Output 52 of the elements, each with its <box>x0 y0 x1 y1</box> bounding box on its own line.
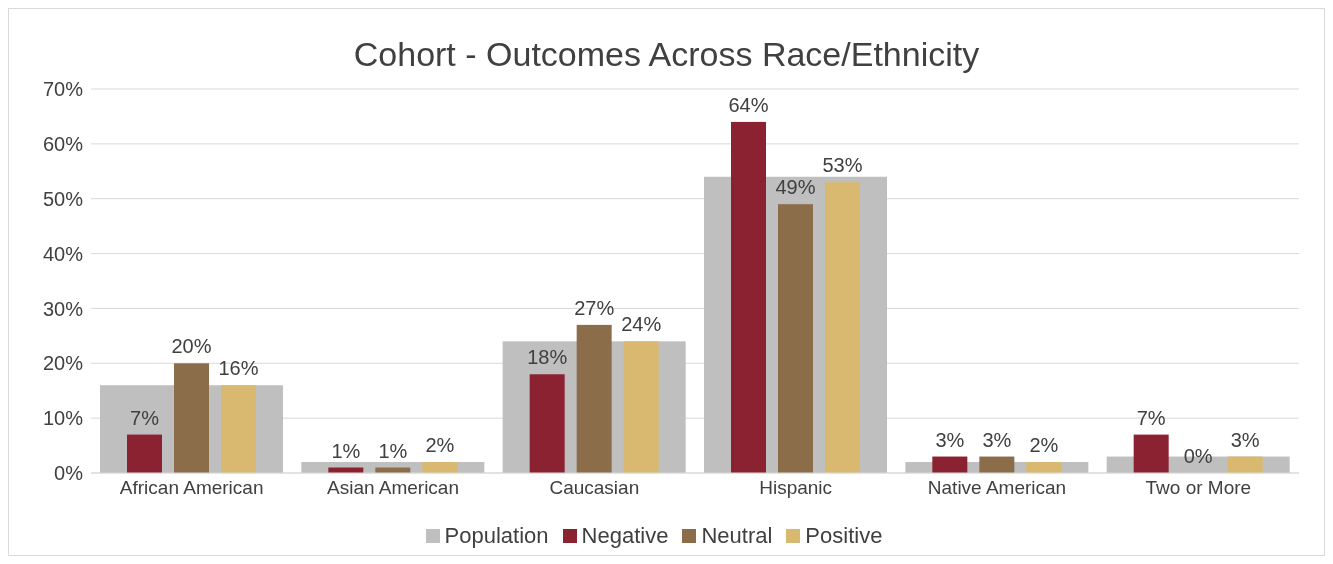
data-label: 24% <box>621 313 662 336</box>
y-tick-label: 20% <box>42 352 84 375</box>
x-tick-label: Hispanic <box>759 477 833 499</box>
x-tick-label: Two or More <box>1145 477 1252 499</box>
y-tick-label: 0% <box>54 462 84 485</box>
x-tick-label: Asian American <box>326 477 460 499</box>
legend-label: Population <box>443 523 549 549</box>
bar <box>1026 462 1062 473</box>
data-label: 3% <box>935 428 965 451</box>
y-tick-label: 50% <box>42 187 84 210</box>
bar <box>174 363 209 473</box>
bar <box>422 462 458 473</box>
bar <box>825 182 860 473</box>
data-label: 2% <box>425 434 455 457</box>
data-label: 2% <box>1029 434 1059 457</box>
data-label: 7% <box>130 406 160 429</box>
bar <box>221 385 256 473</box>
chart-title: Cohort - Outcomes Across Race/Ethnicity <box>352 35 981 75</box>
bar <box>731 121 766 473</box>
legend-label: Positive <box>804 523 883 549</box>
y-tick-label: 40% <box>42 242 84 265</box>
x-tick-label: Native American <box>927 477 1067 499</box>
y-tick-label: 30% <box>42 297 84 320</box>
data-label: 16% <box>218 357 259 380</box>
x-tick-label: African American <box>119 477 264 499</box>
y-tick-label: 10% <box>42 407 84 430</box>
data-label: 53% <box>822 154 863 177</box>
y-tick-label: 70% <box>42 78 84 101</box>
data-label: 64% <box>728 93 769 116</box>
bar <box>127 434 162 473</box>
bar <box>932 456 968 473</box>
data-label: 7% <box>1136 406 1166 429</box>
data-label: 18% <box>527 346 568 369</box>
data-label: 1% <box>378 439 408 462</box>
data-label: 27% <box>574 296 615 319</box>
bar <box>778 204 813 473</box>
data-label: 20% <box>171 335 212 358</box>
x-tick-label: Caucasian <box>549 477 640 499</box>
y-tick-label: 60% <box>42 132 84 155</box>
bar <box>979 456 1015 473</box>
bar <box>529 374 565 473</box>
bar <box>623 341 659 473</box>
data-label: 3% <box>1230 428 1260 451</box>
legend-label: Negative <box>580 523 669 549</box>
legend-label: Neutral <box>700 523 773 549</box>
bar <box>576 324 612 473</box>
data-label: 1% <box>331 439 361 462</box>
bar <box>1133 434 1169 473</box>
data-label: 49% <box>775 176 816 199</box>
data-label: 0% <box>1183 445 1213 467</box>
data-label: 3% <box>982 428 1012 451</box>
bar <box>1227 456 1263 473</box>
